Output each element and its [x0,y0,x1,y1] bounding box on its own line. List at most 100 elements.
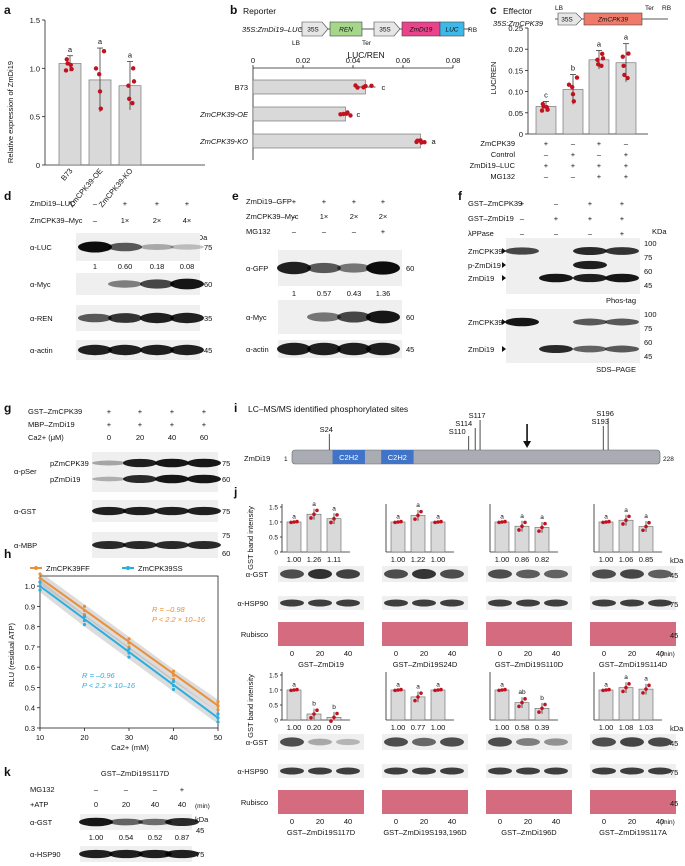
h-point [127,637,131,641]
d-blot-label: α-Myc [30,280,51,289]
e-band [337,311,371,323]
j-mw: 45 [670,739,678,748]
f-bottom-caption: SDS–PAGE [596,365,636,374]
c-row-sign: – [624,139,629,148]
h-point [82,618,87,623]
d-blot-label: α-LUC [30,243,52,252]
j-gst-band [336,738,360,746]
f-row-value: – [520,229,525,238]
panel-b-construct-name: 35S:ZmDi19–LUC [242,25,303,34]
g-pser-band-1: pZmCPK39 [50,459,89,468]
j-point [329,520,333,525]
panel-g-treatment-table: GST–ZmCPK39 + + + + MBP–ZmDi19 + + + + Ca2+ (μM) 0 2… [28,407,208,442]
f-row-value: + [620,214,625,223]
j-point [627,682,631,686]
h-point [82,608,87,613]
j-letter: a [624,507,628,514]
j-letter: a [396,681,400,688]
i-domain-box [332,450,365,464]
j-gst-band [544,738,568,746]
j-time-unit: (min) [660,819,675,826]
g-mbp-band [155,540,189,550]
j-point [647,683,651,688]
d-row-value: 1× [121,216,130,225]
d-band [108,280,142,288]
f-row-value: – [554,229,559,238]
j-quant: 1.00 [431,555,446,564]
j-letter: a [436,681,440,688]
h-point [38,588,42,592]
panel-e-treatment-table: ZmDi19–GFP + + + +ZmCPK39–Myc– 1× 2× 2×MG132– – –… [246,197,387,236]
j-quant: 0.85 [639,555,654,564]
j-point [641,528,645,533]
panel-c-rb: RB [662,5,671,12]
f-bottom-mw: 60 [644,338,652,347]
j-hsp90-band [592,767,616,775]
g-row-value: + [202,407,207,416]
c-ytick-label: 0.10 [508,88,523,97]
panel-d: d ZmDi19–LUC – + + + ZmCPK39–Myc – 1× 2× 4× kDa α… [4,189,212,360]
panel-c-construct-name: 35S:ZmCPK39 [493,19,544,28]
f-top-cpk-band [505,247,539,255]
b-category-label: ZmCPK39-OE [199,110,249,119]
j-mw: 45 [670,571,678,580]
panel-c-zmcpk39-box [583,12,643,26]
panel-h-ylabel: RLU (residual ATP) [7,622,16,687]
h-point [82,614,87,619]
g-pser-cpk-band [187,458,221,468]
j-point [607,687,611,692]
j-point [503,519,507,524]
g-mbp-band [92,540,126,550]
j-time-label: 0 [290,649,294,658]
a-point [126,83,131,88]
k-gst-band [79,817,113,827]
i-site-label: S24 [320,425,333,434]
e-row-value: + [381,197,386,206]
j-blot-label: Rubisco [241,630,268,639]
b-letter: a [432,137,437,146]
j-letter: a [604,513,608,520]
panel-b-chart: 0 0.02 0.04 0.06 0.08 c B73 c ZmCPK39-OE a ZmCPK39… [199,56,460,160]
j-point [624,518,628,522]
b-letter: c [382,83,386,92]
a-ytick-label: 0.5 [30,113,40,122]
e-quant: 1.36 [376,289,391,298]
h-point [127,647,131,651]
c-row-label: Control [491,150,516,159]
h-xtick-label: 20 [80,733,88,742]
k-gst-band [165,817,199,827]
j-point [601,688,605,693]
g-row-value: + [202,420,207,429]
h-ytick-label: 0.7 [25,643,35,652]
g-pser-di19-band [187,474,221,484]
h-point [171,687,176,692]
j-blot-label: α-HSP90 [237,767,268,776]
j-point [604,688,608,692]
a-point [69,66,74,72]
j-ytick-label: 0.5 [269,535,278,542]
j-rubisco-panel [382,622,468,646]
f-top-pdi19-band [573,260,607,270]
j-point [540,525,544,530]
c-point [620,54,625,59]
c-row-sign: – [544,172,549,181]
j-time-label: 20 [628,817,636,826]
j-bar [598,521,614,553]
f-arrowhead [502,319,506,325]
b-point [369,83,374,89]
e-row-value: – [292,227,297,236]
g-pser-mw-1: 75 [222,459,230,468]
j-hsp90-band [544,767,568,775]
f-row-value: – [554,199,559,208]
j-point [289,520,293,525]
h-point [171,683,176,688]
d-quant: 0.60 [118,262,133,271]
j-quant: 1.06 [619,555,634,564]
j-point [520,524,524,528]
g-gst-band [187,506,221,516]
a-letter: a [128,51,133,60]
c-point [625,75,630,81]
panel-label-e: e [232,189,239,203]
